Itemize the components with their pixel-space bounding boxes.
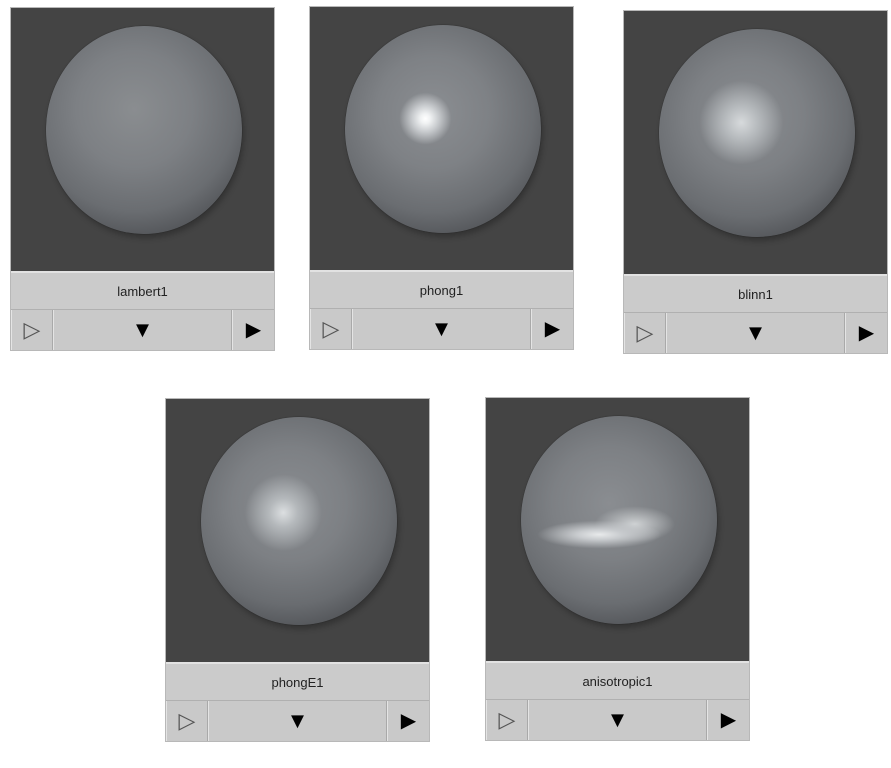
chevron-down-icon: ▼ <box>131 317 154 342</box>
play-outline-icon: ▷ <box>322 316 340 341</box>
chevron-down-icon: ▼ <box>286 708 309 733</box>
input-connections-button[interactable]: ▷ <box>310 309 352 349</box>
swatch-preview[interactable] <box>11 8 274 271</box>
input-connections-button[interactable]: ▷ <box>166 701 208 741</box>
shader-sphere <box>46 26 242 234</box>
input-connections-button[interactable]: ▷ <box>624 313 666 353</box>
expand-button[interactable]: ▼ <box>666 313 845 353</box>
output-connections-button[interactable]: ▶ <box>232 310 274 350</box>
shader-sphere <box>521 416 717 624</box>
expand-button[interactable]: ▼ <box>208 701 387 741</box>
swatch-lambert1[interactable]: lambert1 ▷ ▼ ▶ <box>10 7 275 351</box>
chevron-down-icon: ▼ <box>430 316 453 341</box>
swatch-name[interactable]: lambert1 <box>11 271 274 310</box>
expand-button[interactable]: ▼ <box>352 309 531 349</box>
swatch-name[interactable]: phong1 <box>310 270 573 309</box>
swatch-phongE1[interactable]: phongE1 ▷ ▼ ▶ <box>165 398 430 742</box>
output-connections-button[interactable]: ▶ <box>387 701 429 741</box>
play-outline-icon: ▷ <box>498 707 516 732</box>
shader-sphere <box>345 25 541 233</box>
swatch-controls: ▷ ▼ ▶ <box>624 313 887 353</box>
expand-button[interactable]: ▼ <box>528 700 707 740</box>
swatch-name[interactable]: anisotropic1 <box>486 661 749 700</box>
chevron-down-icon: ▼ <box>606 707 629 732</box>
swatch-controls: ▷ ▼ ▶ <box>11 310 274 350</box>
shader-sphere <box>659 29 855 237</box>
swatch-preview[interactable] <box>310 7 573 270</box>
play-icon: ▶ <box>245 319 262 341</box>
swatch-name[interactable]: phongE1 <box>166 662 429 701</box>
chevron-down-icon: ▼ <box>744 320 767 345</box>
play-icon: ▶ <box>400 710 417 732</box>
swatch-controls: ▷ ▼ ▶ <box>486 700 749 740</box>
output-connections-button[interactable]: ▶ <box>845 313 887 353</box>
play-outline-icon: ▷ <box>23 317 41 342</box>
output-connections-button[interactable]: ▶ <box>707 700 749 740</box>
output-connections-button[interactable]: ▶ <box>531 309 573 349</box>
input-connections-button[interactable]: ▷ <box>486 700 528 740</box>
play-outline-icon: ▷ <box>636 320 654 345</box>
swatch-preview[interactable] <box>166 399 429 662</box>
play-outline-icon: ▷ <box>178 708 196 733</box>
swatch-name[interactable]: blinn1 <box>624 274 887 313</box>
shader-sphere <box>201 417 397 625</box>
swatch-preview[interactable] <box>624 11 887 274</box>
input-connections-button[interactable]: ▷ <box>11 310 53 350</box>
expand-button[interactable]: ▼ <box>53 310 232 350</box>
swatch-phong1[interactable]: phong1 ▷ ▼ ▶ <box>309 6 574 350</box>
play-icon: ▶ <box>720 709 737 731</box>
swatch-preview[interactable] <box>486 398 749 661</box>
play-icon: ▶ <box>544 318 561 340</box>
swatch-anisotropic1[interactable]: anisotropic1 ▷ ▼ ▶ <box>485 397 750 741</box>
swatch-blinn1[interactable]: blinn1 ▷ ▼ ▶ <box>623 10 888 354</box>
swatch-controls: ▷ ▼ ▶ <box>166 701 429 741</box>
swatch-controls: ▷ ▼ ▶ <box>310 309 573 349</box>
play-icon: ▶ <box>858 322 875 344</box>
